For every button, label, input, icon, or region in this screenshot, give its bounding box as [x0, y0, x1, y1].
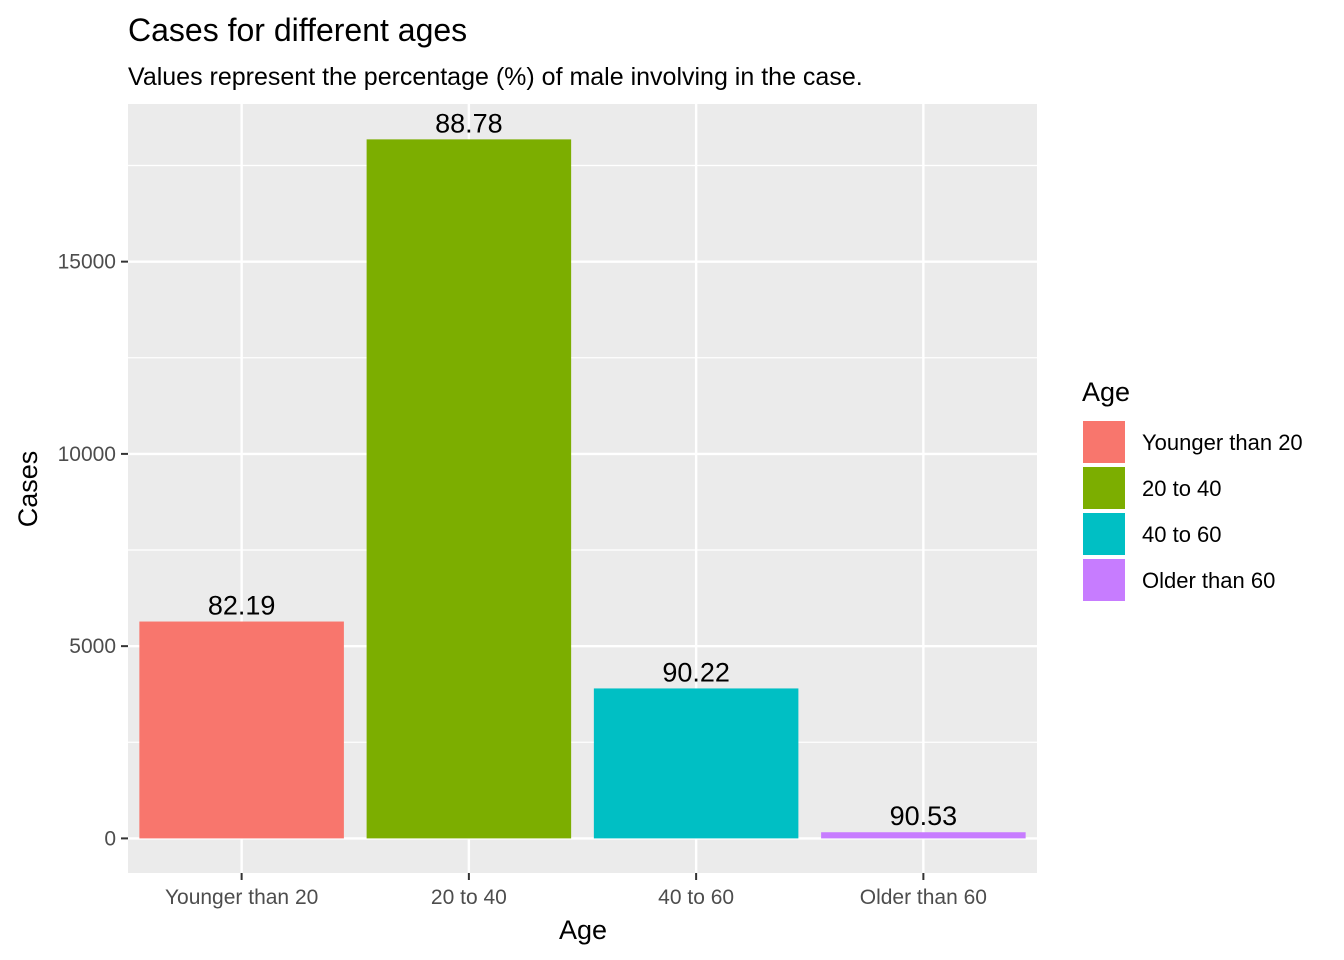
x-tick-label: 20 to 40 [431, 886, 507, 909]
legend-swatch [1081, 557, 1127, 603]
legend-swatch [1081, 511, 1127, 557]
legend-swatch [1081, 465, 1127, 511]
data-labels: 82.19 88.78 90.22 90.53 [208, 108, 957, 831]
legend-swatch [1081, 419, 1127, 465]
data-label: 88.78 [435, 108, 503, 138]
legend-title: Age [1082, 377, 1130, 407]
data-label: 90.53 [890, 801, 958, 831]
y-tick-label: 0 [104, 827, 116, 850]
y-axis-title: Cases [13, 451, 43, 528]
chart-subtitle: Values represent the percentage (%) of m… [128, 63, 863, 91]
legend-label: Older than 60 [1142, 568, 1275, 593]
legend-label: 40 to 60 [1142, 522, 1222, 547]
y-tick-label: 5000 [69, 635, 116, 658]
x-tick-label: 40 to 60 [658, 886, 734, 909]
x-axis: Younger than 20 20 to 40 40 to 60 Older tha… [165, 873, 987, 909]
x-tick-label: Older than 60 [860, 886, 987, 909]
y-tick-label: 15000 [58, 251, 116, 274]
chart-title: Cases for different ages [128, 12, 467, 48]
data-label: 82.19 [208, 591, 276, 621]
bars [139, 139, 1026, 839]
data-label: 90.22 [662, 657, 730, 687]
x-tick-label: Younger than 20 [165, 886, 318, 909]
y-tick-label: 10000 [58, 443, 116, 466]
legend-label: Younger than 20 [1142, 430, 1303, 455]
legend: Age Younger than 20 20 to 40 40 to 60 Older… [1081, 377, 1303, 603]
legend-label: 20 to 40 [1142, 476, 1222, 501]
bar [821, 832, 1026, 839]
bar [593, 688, 799, 839]
bar [139, 621, 344, 839]
bar [366, 139, 572, 839]
x-axis-title: Age [559, 915, 607, 945]
y-axis: 0 5000 10000 15000 [58, 251, 128, 850]
